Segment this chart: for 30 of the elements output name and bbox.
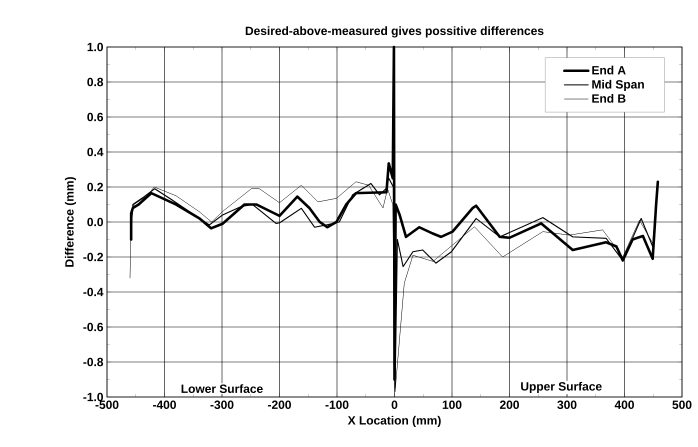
x-axis-title: X Location (mm) [348,416,441,427]
x-tick-label: -300 [210,400,234,410]
annotation: Upper Surface [521,382,602,394]
y-tick-label: 0.4 [87,148,104,156]
y-tick-label: -0.4 [83,288,104,296]
y-tick-label: 0.6 [87,112,104,122]
y-tick-label: 0.0 [87,218,103,226]
x-tick-label: 200 [500,400,519,409]
y-tick-label: 1.0 [88,42,103,52]
x-tick-label: 500 [672,400,692,409]
x-tick-label: 400 [614,400,634,409]
chart-title: Desired-above-measured gives possitive differences [246,26,544,38]
y-tick-label: 0.8 [87,78,104,86]
y-tick-label: -0.8 [83,358,104,366]
legend-label: End A [592,66,626,74]
y-tick-label: -0.2 [83,252,104,262]
y-tick-label: -0.6 [83,322,104,332]
legend-label: End B [592,94,626,103]
legend-label: Mid Span [592,80,644,91]
y-tick-label: -1.0 [83,392,103,402]
annotation: Lower Surface [182,384,263,393]
x-tick-label: 0 [392,400,398,409]
x-tick-label: -100 [326,400,348,409]
x-tick-label: -500 [96,400,118,409]
x-tick-label: -400 [153,400,176,409]
x-tick-label: 300 [557,400,576,410]
y-axis-title: Difference (mm) [64,177,76,267]
x-tick-label: -200 [268,400,291,409]
y-tick-label: 0.2 [87,182,104,192]
x-tick-label: 100 [442,400,462,409]
